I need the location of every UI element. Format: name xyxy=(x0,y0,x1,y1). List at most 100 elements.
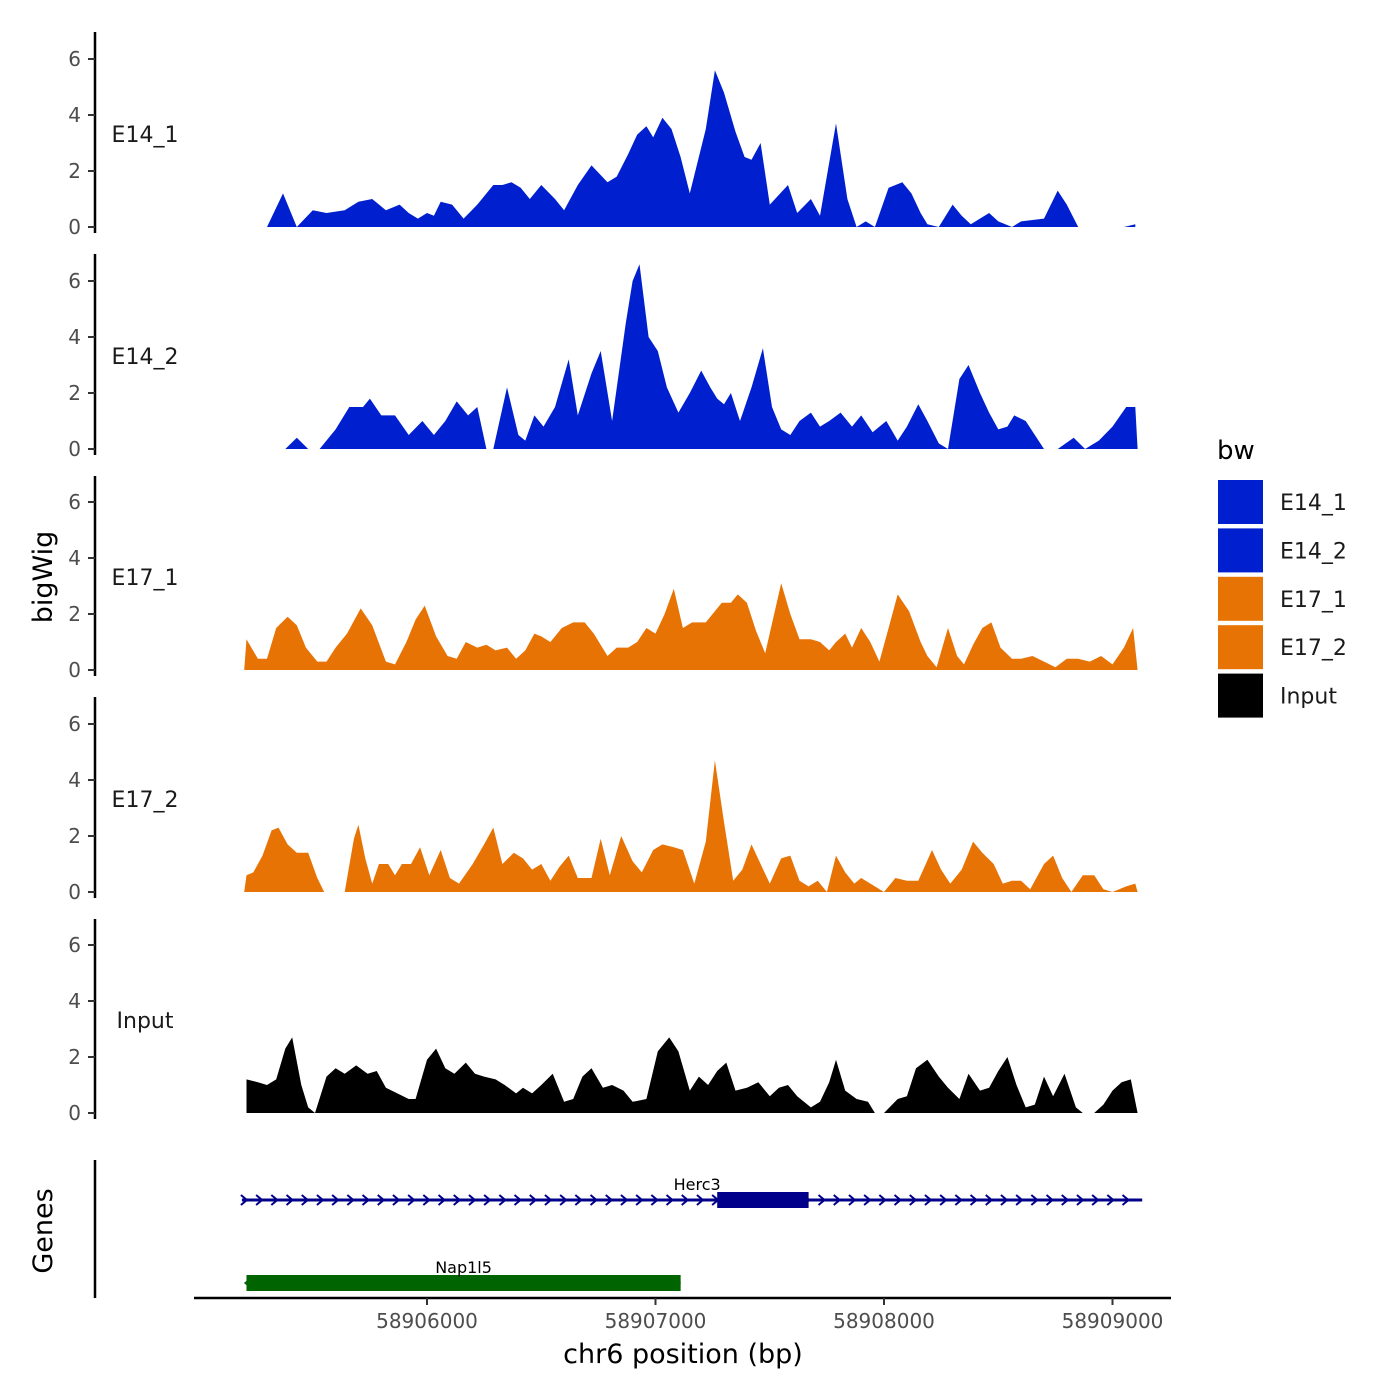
legend-label: Input xyxy=(1280,685,1337,710)
signal-tracks: 0 2 4 6 E14_1 0 2 4 6 E14_2 0 2 4 6 E17_1 0 2 4 6 E17_2 0 2 4 6… xyxy=(68,32,1138,1125)
strand-chevron xyxy=(1091,1194,1100,1206)
strand-chevron xyxy=(620,1194,629,1206)
x-tick-label: 58909000 xyxy=(1062,1309,1164,1333)
strand-chevron xyxy=(1045,1194,1055,1206)
strand-chevron xyxy=(817,1194,827,1206)
strand-chevron xyxy=(1030,1194,1039,1206)
strand-chevron xyxy=(529,1194,538,1206)
y-tick-label: 4 xyxy=(68,103,81,127)
y-tick-label: 4 xyxy=(68,325,81,349)
y-tick-label: 2 xyxy=(68,602,81,626)
legend-label: E14_2 xyxy=(1280,539,1347,564)
strand-chevron xyxy=(939,1194,948,1206)
strand-chevron xyxy=(483,1194,492,1206)
x-axis: 58906000 58907000 58908000 58909000 xyxy=(194,1296,1171,1333)
strand-chevron xyxy=(285,1194,295,1206)
y-tick-label: 4 xyxy=(68,546,81,570)
signal-area-e17-1 xyxy=(244,583,1138,670)
track-label: E14_1 xyxy=(112,123,179,148)
y-tick-label: 0 xyxy=(68,437,81,461)
strand-chevron xyxy=(635,1194,644,1206)
track-e14-1: 0 2 4 6 E14_1 xyxy=(68,32,1136,239)
y-tick-label: 6 xyxy=(68,712,81,736)
signal-area-e14-2 xyxy=(285,264,1138,449)
legend-swatch xyxy=(1218,673,1263,718)
y-tick-label: 0 xyxy=(68,880,81,904)
gene-exon xyxy=(246,1275,681,1291)
x-tick-label: 58907000 xyxy=(605,1309,707,1333)
strand-chevron xyxy=(361,1194,371,1206)
strand-chevron xyxy=(468,1194,477,1206)
strand-chevron xyxy=(392,1194,401,1206)
strand-chevron xyxy=(1061,1194,1070,1206)
strand-chevron xyxy=(240,1194,249,1206)
legend: bw E14_1 E14_2 E17_1 E17_2 Input xyxy=(1217,436,1347,718)
strand-chevron xyxy=(985,1194,994,1206)
strand-chevron xyxy=(574,1194,583,1206)
gene-herc3: Herc3 xyxy=(240,1175,1143,1208)
strand-chevron xyxy=(1106,1194,1115,1206)
strand-chevron xyxy=(407,1194,416,1206)
genes-panel-title: Genes xyxy=(28,1188,59,1273)
x-axis-title: chr6 position (bp) xyxy=(563,1339,803,1370)
strand-chevron xyxy=(924,1194,933,1206)
legend-title: bw xyxy=(1217,436,1255,466)
track-e17-1: 0 2 4 6 E17_1 xyxy=(68,476,1138,682)
legend-entry-e17-2: E17_2 xyxy=(1218,625,1347,670)
strand-chevron xyxy=(696,1194,705,1206)
strand-chevron xyxy=(681,1194,690,1206)
legend-swatch xyxy=(1218,480,1263,524)
strand-chevron xyxy=(848,1194,857,1206)
strand-chevron xyxy=(969,1194,979,1206)
strand-chevron xyxy=(954,1194,963,1206)
track-label: E17_1 xyxy=(112,566,179,591)
y-tick-label: 4 xyxy=(68,768,81,792)
signal-area-e17-2 xyxy=(244,760,1138,892)
strand-chevron xyxy=(377,1194,386,1206)
legend-label: E14_1 xyxy=(1280,491,1347,516)
legend-entry-input: Input xyxy=(1218,673,1337,718)
strand-chevron xyxy=(513,1194,523,1206)
strand-chevron xyxy=(1076,1194,1085,1206)
strand-chevron xyxy=(346,1194,355,1206)
track-label: E14_2 xyxy=(112,345,179,370)
gene-label: Nap1l5 xyxy=(435,1258,492,1277)
strand-chevron xyxy=(605,1194,614,1206)
y-tick-label: 0 xyxy=(68,215,81,239)
legend-swatch xyxy=(1218,528,1263,573)
strand-chevron xyxy=(255,1194,264,1206)
strand-chevron xyxy=(909,1194,918,1206)
signal-area-input xyxy=(246,1037,1138,1113)
y-tick-label: 2 xyxy=(68,1045,81,1069)
y-tick-label: 0 xyxy=(68,658,81,682)
signal-area-e14-1 xyxy=(267,70,1136,227)
gene-exon xyxy=(717,1192,809,1208)
y-tick-label: 2 xyxy=(68,824,81,848)
track-label: Input xyxy=(117,1009,174,1034)
strand-chevron xyxy=(863,1194,872,1206)
legend-entry-e17-1: E17_1 xyxy=(1218,576,1347,621)
y-axis-title: bigWig xyxy=(28,531,59,624)
y-tick-label: 6 xyxy=(68,933,81,957)
strand-chevron xyxy=(453,1194,462,1206)
legend-entry-e14-2: E14_2 xyxy=(1218,528,1347,573)
strand-chevron xyxy=(544,1194,553,1206)
strand-chevron xyxy=(559,1194,568,1206)
track-e14-2: 0 2 4 6 E14_2 xyxy=(68,254,1138,461)
strand-chevron xyxy=(893,1194,903,1206)
y-tick-label: 4 xyxy=(68,989,81,1013)
y-tick-label: 2 xyxy=(68,159,81,183)
strand-chevron xyxy=(437,1194,447,1206)
y-tick-label: 6 xyxy=(68,490,81,514)
strand-chevron xyxy=(301,1194,310,1206)
legend-label: E17_1 xyxy=(1280,588,1347,613)
track-input: 0 2 4 6 Input xyxy=(68,919,1138,1125)
strand-chevron xyxy=(1121,1194,1131,1206)
track-e17-2: 0 2 4 6 E17_2 xyxy=(68,697,1138,904)
gene-annotation-panel: Herc3 Nap1l5 xyxy=(93,1160,1143,1298)
legend-swatch xyxy=(1218,625,1263,670)
strand-chevron xyxy=(833,1194,842,1206)
strand-chevron xyxy=(1000,1194,1009,1206)
y-tick-label: 0 xyxy=(68,1101,81,1125)
